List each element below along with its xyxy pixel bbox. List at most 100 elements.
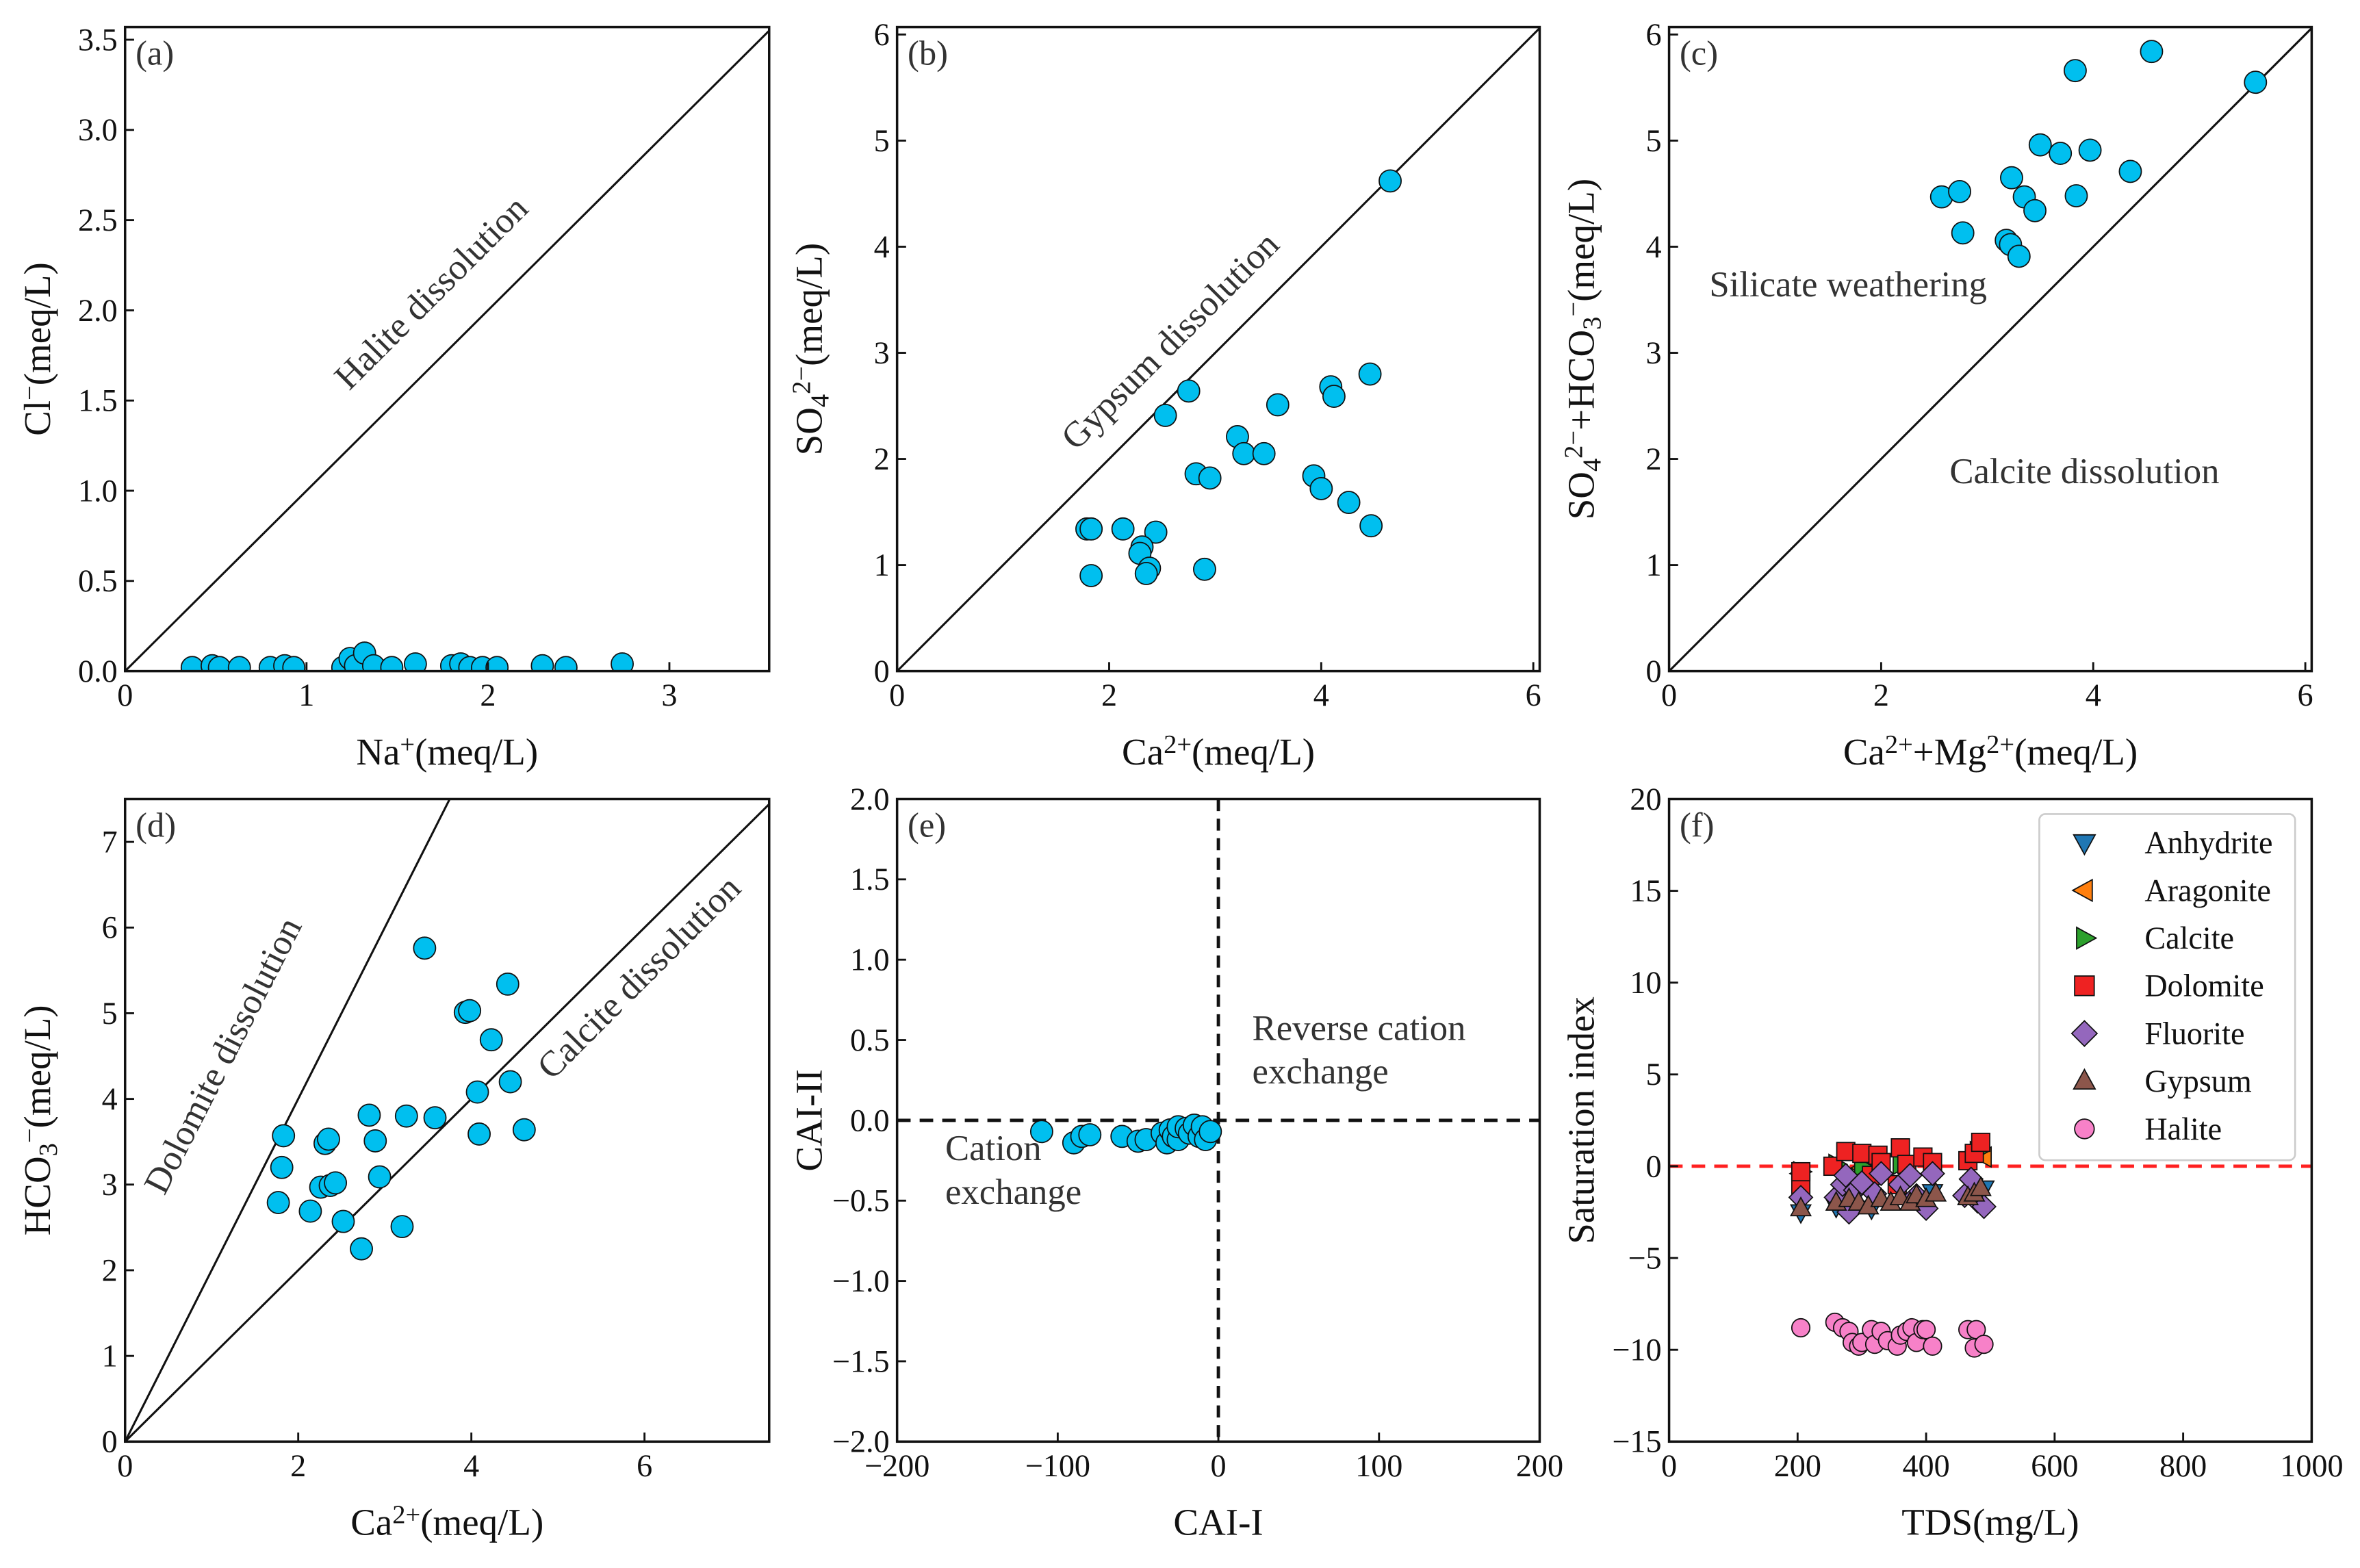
x-tick-label: 0 xyxy=(117,678,133,712)
legend-marker-gypsum xyxy=(2073,1068,2096,1090)
y-tick-label: 2.0 xyxy=(78,293,118,328)
data-point xyxy=(2000,166,2023,190)
y-tick-label: 5 xyxy=(1645,123,1661,158)
label-segment: (meq/L) xyxy=(1561,179,1602,302)
y-tick-label: −1.0 xyxy=(832,1263,890,1298)
x-tick-label: 2 xyxy=(1873,678,1889,712)
y-tick-label: 2.0 xyxy=(850,782,890,817)
data-point xyxy=(465,1080,489,1104)
x-axis-label: Ca2+(meq/L) xyxy=(1122,730,1315,773)
data-point xyxy=(485,656,509,671)
data-point xyxy=(272,1124,296,1148)
data-point xyxy=(498,1070,522,1094)
legend: Anhydrite Aragonite Calcite Dolomite Fluorit… xyxy=(2038,813,2296,1161)
y-tick-label: 1.0 xyxy=(850,942,890,977)
label-segment: 2+ xyxy=(1164,730,1192,759)
axes-frame xyxy=(895,25,1541,673)
legend-box xyxy=(2038,813,2296,1161)
label-segment: CAI-I xyxy=(1173,1502,1263,1543)
annotation: Silicate weathering xyxy=(1709,265,1987,305)
data-point xyxy=(298,1199,322,1223)
data-point xyxy=(1153,404,1177,427)
data-point xyxy=(1232,441,1256,465)
y-tick-label: 1.5 xyxy=(850,862,890,897)
legend-label: Gypsum xyxy=(2144,1064,2252,1098)
data-point xyxy=(1266,393,1290,417)
x-tick-label: 4 xyxy=(1313,678,1329,712)
label-segment: (meq/L) xyxy=(1192,731,1315,773)
data-point xyxy=(1337,491,1361,515)
label-segment: Cl xyxy=(16,400,58,436)
y-tick-label: 20 xyxy=(1630,782,1661,817)
data-point xyxy=(1078,1123,1102,1146)
reference-line-1-1 xyxy=(1669,27,2312,671)
y-axis-label: Cl−(meq/L) xyxy=(16,262,58,436)
y-tick-label: 0.0 xyxy=(850,1103,890,1138)
data-point-dolomite xyxy=(1852,1144,1872,1164)
legend-label: Fluorite xyxy=(2144,1016,2244,1051)
y-tick-label: 2.5 xyxy=(78,203,118,237)
label-segment: 4 xyxy=(806,394,834,407)
x-tick-label: 0 xyxy=(1661,678,1677,712)
y-tick-label: 0 xyxy=(1645,1148,1661,1183)
y-tick-label: 3.5 xyxy=(78,22,118,57)
plot-area xyxy=(125,29,769,671)
data-point xyxy=(2118,159,2142,183)
label-segment: 3 xyxy=(34,1143,62,1156)
x-tick-label: −100 xyxy=(1025,1448,1090,1483)
panel-label: (e) xyxy=(908,806,946,844)
data-point-gypsum xyxy=(1969,1176,1992,1196)
y-tick-label: 0 xyxy=(102,1424,118,1459)
y-tick-label: 4 xyxy=(102,1081,118,1116)
data-point xyxy=(1111,517,1135,541)
data-point xyxy=(2063,59,2087,83)
label-segment: 3 xyxy=(1578,317,1606,330)
data-point xyxy=(413,936,437,960)
data-point xyxy=(1177,379,1201,403)
annotation: Cation xyxy=(945,1129,1042,1168)
label-segment: SO xyxy=(788,407,830,455)
y-axis-label: CAI-II xyxy=(788,1069,830,1172)
panel-label: (c) xyxy=(1680,34,1718,73)
legend-label: Dolomite xyxy=(2144,968,2263,1003)
y-tick-label: 0 xyxy=(874,654,890,689)
x-axis-label: CAI-I xyxy=(1173,1502,1263,1543)
x-tick-label: 800 xyxy=(2159,1448,2207,1483)
plot-area xyxy=(1669,27,2312,671)
x-tick-label: 4 xyxy=(463,1448,479,1483)
y-tick-label: 2 xyxy=(1645,441,1661,476)
annotation: Calcite dissolution xyxy=(530,868,749,1087)
y-tick-label: −5 xyxy=(1628,1240,1661,1275)
x-tick-label: 200 xyxy=(1516,1448,1563,1483)
y-tick-label: −1.5 xyxy=(832,1344,890,1378)
y-tick-label: −10 xyxy=(1612,1333,1661,1367)
x-tick-label: 0 xyxy=(117,1448,133,1483)
x-tick-label: 0 xyxy=(889,678,905,712)
panel-label: (b) xyxy=(908,34,948,73)
x-tick-label: 1 xyxy=(298,678,314,712)
data-point-gypsum xyxy=(1925,1181,1947,1202)
axes-frame xyxy=(1667,797,2313,1443)
x-tick-label: 4 xyxy=(2086,678,2101,712)
x-tick-label: 0 xyxy=(1211,1448,1227,1483)
reference-line-1-1 xyxy=(125,803,769,1442)
y-tick-label: 1 xyxy=(874,548,890,582)
y-tick-label: 3 xyxy=(102,1167,118,1202)
data-point xyxy=(2064,184,2088,208)
data-point xyxy=(1322,385,1346,409)
label-segment: CAI-II xyxy=(788,1069,830,1172)
data-point xyxy=(1252,441,1276,465)
data-point xyxy=(270,1155,294,1179)
data-point xyxy=(266,1191,290,1214)
data-point xyxy=(1359,514,1383,538)
y-tick-label: 0 xyxy=(1645,654,1661,689)
y-tick-label: 4 xyxy=(874,229,890,264)
label-segment: (meq/L) xyxy=(16,1005,58,1128)
y-tick-label: −15 xyxy=(1612,1424,1661,1459)
annotation: Reverse cation xyxy=(1253,1008,1466,1048)
y-tick-label: 1 xyxy=(102,1339,118,1374)
data-point xyxy=(458,999,482,1023)
data-point xyxy=(1198,466,1222,490)
data-point xyxy=(317,1127,340,1151)
